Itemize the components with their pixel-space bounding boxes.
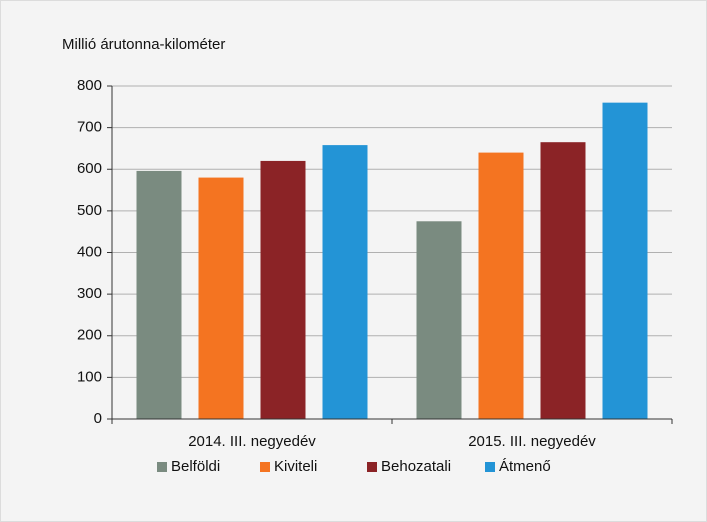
y-tick-label: 100: [77, 368, 102, 385]
bar: [540, 142, 586, 419]
y-tick-label: 500: [77, 202, 102, 219]
y-tick-label: 300: [77, 285, 102, 302]
legend-label: Átmenő: [499, 458, 551, 475]
legend-swatch: [260, 462, 270, 472]
y-tick-label: 400: [77, 243, 102, 260]
legend-label: Belföldi: [171, 458, 220, 475]
y-tick-label: 800: [77, 77, 102, 94]
bar: [260, 160, 306, 420]
bar: [198, 177, 244, 419]
y-tick-label: 600: [77, 160, 102, 177]
legend-swatch: [485, 462, 495, 472]
y-tick-label: 200: [77, 327, 102, 344]
legend-swatch: [157, 462, 167, 472]
legend-swatch: [367, 462, 377, 472]
legend-label: Kiviteli: [274, 458, 317, 475]
bar: [478, 152, 524, 419]
y-tick-label: 700: [77, 119, 102, 136]
legend-label: Behozatali: [381, 458, 451, 475]
x-tick-label: 2014. III. negyedév: [188, 433, 316, 450]
bar: [322, 145, 368, 420]
bar: [416, 221, 462, 419]
bar: [602, 102, 648, 420]
bar: [136, 170, 182, 419]
y-tick-label: 0: [94, 410, 102, 427]
y-axis-label: Millió árutonna-kilométer: [62, 36, 225, 53]
x-tick-label: 2015. III. negyedév: [468, 433, 596, 450]
